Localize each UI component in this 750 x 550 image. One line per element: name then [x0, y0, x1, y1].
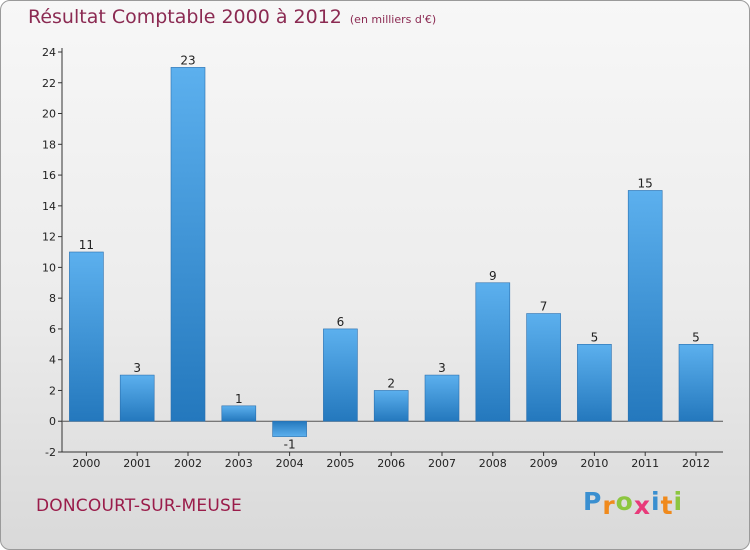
logo-letter: P — [583, 487, 603, 516]
x-tick-label: 2012 — [682, 457, 710, 470]
x-tick-label: 2005 — [326, 457, 354, 470]
y-tick-label: 0 — [49, 415, 56, 428]
value-label-2002: 23 — [180, 53, 195, 67]
y-tick-label: 2 — [49, 384, 56, 397]
logo-letter: i — [651, 487, 661, 516]
bar-2005 — [323, 328, 358, 422]
y-tick-label: 16 — [42, 169, 56, 182]
x-tick-label: 2006 — [377, 457, 405, 470]
bar-2011 — [627, 190, 663, 422]
chart-title: Résultat Comptable 2000 à 2012 — [28, 6, 342, 28]
chart-subtitle: (en milliers d'€) — [349, 13, 437, 26]
value-label-2011: 15 — [638, 176, 653, 190]
value-label-2004: -1 — [284, 438, 296, 452]
bar-2007 — [424, 374, 460, 422]
bar-2001 — [119, 374, 155, 422]
x-tick-label: 2007 — [428, 457, 456, 470]
x-tick-label: 2008 — [479, 457, 507, 470]
value-label-2000: 11 — [79, 238, 94, 252]
bar-2012 — [678, 344, 714, 422]
value-label-2005: 6 — [337, 315, 345, 329]
chart-title-block: Résultat Comptable 2000 à 2012 (en millie… — [28, 6, 436, 28]
x-tick-label: 2009 — [530, 457, 558, 470]
proxiti-logo: Proxiti — [583, 487, 684, 520]
y-tick-label: 24 — [42, 46, 56, 59]
y-tick-label: 22 — [42, 77, 56, 90]
logo-letter: x — [633, 491, 651, 520]
bar-2003 — [221, 405, 257, 422]
value-label-2012: 5 — [692, 330, 700, 344]
value-label-2007: 3 — [438, 361, 446, 375]
logo-letter: i — [673, 487, 684, 516]
bar-2000 — [69, 251, 104, 422]
y-tick-label: 14 — [42, 200, 56, 213]
value-label-2006: 2 — [387, 376, 395, 390]
place-name: DONCOURT-SUR-MEUSE — [36, 496, 242, 516]
y-tick-label: 12 — [42, 231, 56, 244]
bar-2004 — [272, 420, 307, 437]
logo-letter: r — [602, 491, 616, 520]
x-tick-label: 2004 — [276, 457, 304, 470]
x-tick-label: 2000 — [72, 457, 100, 470]
x-tick-label: 2010 — [580, 457, 608, 470]
x-tick-label: 2001 — [123, 457, 151, 470]
y-tick-label: 6 — [49, 323, 56, 336]
value-label-2003: 1 — [235, 392, 243, 406]
value-label-2010: 5 — [591, 330, 599, 344]
y-tick-label: 18 — [42, 138, 56, 151]
y-tick-label: 20 — [42, 108, 56, 121]
chart-bars — [69, 67, 714, 437]
value-label-2008: 9 — [489, 269, 497, 283]
bar-2008 — [475, 282, 511, 422]
value-label-2001: 3 — [133, 361, 141, 375]
x-tick-label: 2002 — [174, 457, 202, 470]
x-tick-label: 2003 — [225, 457, 253, 470]
bar-2002 — [170, 67, 206, 422]
y-tick-label: 8 — [49, 292, 56, 305]
logo-letter: o — [615, 487, 634, 516]
value-label-2009: 7 — [540, 300, 548, 314]
y-tick-label: -2 — [45, 446, 56, 459]
y-tick-label: 10 — [42, 261, 56, 274]
bar-2009 — [526, 313, 561, 422]
x-tick-label: 2011 — [631, 457, 659, 470]
y-tick-label: 4 — [49, 354, 56, 367]
logo-letter: t — [660, 491, 674, 520]
bar-2006 — [373, 390, 409, 422]
bar-2010 — [577, 344, 612, 422]
